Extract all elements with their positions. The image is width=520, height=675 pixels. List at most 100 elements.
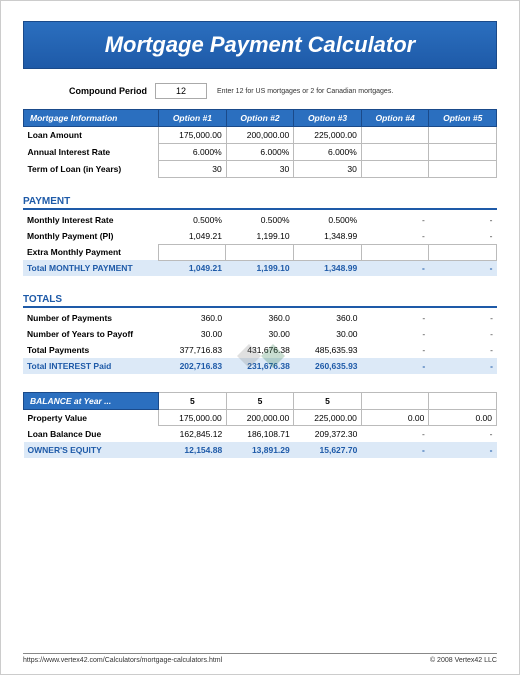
col-header: Option #2 — [226, 110, 294, 127]
loan-amount-input[interactable]: 200,000.00 — [226, 127, 294, 144]
payment-section-header: PAYMENT — [23, 196, 497, 210]
col-header: Option #4 — [361, 110, 429, 127]
col-header: Option #3 — [294, 110, 362, 127]
table-row: Property Value 175,000.00 200,000.00 225… — [24, 410, 497, 426]
row-label: Number of Years to Payoff — [23, 326, 158, 342]
cell-value: 231,676.38 — [226, 358, 294, 374]
total-row: OWNER'S EQUITY 12,154.88 13,891.29 15,62… — [24, 442, 497, 458]
cell-value: 202,716.83 — [158, 358, 226, 374]
property-value-input[interactable]: 200,000.00 — [226, 410, 294, 426]
row-label: Total Payments — [23, 342, 158, 358]
cell-value: 260,635.93 — [294, 358, 362, 374]
table-row: Term of Loan (in Years) 30 30 30 — [24, 161, 497, 178]
cell-value: - — [429, 212, 497, 228]
row-label: Loan Balance Due — [24, 426, 159, 442]
cell-value: - — [429, 228, 497, 244]
mortgage-info-table: Mortgage Information Option #1 Option #2… — [23, 109, 497, 178]
extra-payment-input[interactable] — [158, 244, 226, 260]
cell-value: 360.0 — [294, 310, 362, 326]
extra-payment-input[interactable] — [429, 244, 497, 260]
row-label: Annual Interest Rate — [24, 144, 159, 161]
loan-amount-input[interactable]: 225,000.00 — [294, 127, 362, 144]
loan-amount-input[interactable]: 175,000.00 — [159, 127, 227, 144]
term-input[interactable] — [361, 161, 429, 178]
property-value-input[interactable]: 225,000.00 — [294, 410, 362, 426]
compound-period-row: Compound Period 12 Enter 12 for US mortg… — [23, 83, 497, 99]
cell-value: - — [429, 358, 497, 374]
extra-payment-input[interactable] — [226, 244, 294, 260]
row-label: Total INTEREST Paid — [23, 358, 158, 374]
term-input[interactable]: 30 — [226, 161, 294, 178]
cell-value: - — [429, 426, 497, 442]
cell-value: - — [429, 442, 497, 458]
cell-value: - — [362, 326, 430, 342]
cell-value: 162,845.12 — [159, 426, 227, 442]
footer-url: https://www.vertex42.com/Calculators/mor… — [23, 657, 222, 664]
payment-table: Monthly Interest Rate 0.500% 0.500% 0.50… — [23, 212, 497, 276]
cell-value: 13,891.29 — [226, 442, 294, 458]
cell-value: 30.00 — [226, 326, 294, 342]
cell-value: - — [362, 358, 430, 374]
row-label: Term of Loan (in Years) — [24, 161, 159, 178]
cell-value: 30.00 — [158, 326, 226, 342]
cell-value: 1,199.10 — [226, 260, 294, 276]
row-label: OWNER'S EQUITY — [24, 442, 159, 458]
rate-input[interactable] — [361, 144, 429, 161]
balance-section-header: BALANCE at Year ... — [24, 393, 159, 410]
term-input[interactable]: 30 — [294, 161, 362, 178]
row-label: Monthly Payment (PI) — [23, 228, 158, 244]
cell-value: 0.500% — [158, 212, 226, 228]
table-row: Extra Monthly Payment — [23, 244, 497, 260]
cell-value: 431,676.38 — [226, 342, 294, 358]
cell-value: 1,199.10 — [226, 228, 294, 244]
cell-value: - — [429, 326, 497, 342]
total-row: Total MONTHLY PAYMENT 1,049.21 1,199.10 … — [23, 260, 497, 276]
table-row: Number of Years to Payoff 30.00 30.00 30… — [23, 326, 497, 342]
property-value-input[interactable]: 0.00 — [429, 410, 497, 426]
property-value-input[interactable]: 175,000.00 — [159, 410, 227, 426]
row-label: Number of Payments — [23, 310, 158, 326]
col-header: Option #5 — [429, 110, 497, 127]
totals-table: Number of Payments 360.0 360.0 360.0 - -… — [23, 310, 497, 374]
cell-value: - — [361, 228, 429, 244]
year-input[interactable] — [361, 393, 429, 410]
cell-value: 1,049.21 — [158, 260, 226, 276]
term-input[interactable] — [429, 161, 497, 178]
cell-value: - — [362, 342, 430, 358]
rate-input[interactable]: 6.000% — [159, 144, 227, 161]
row-label: Extra Monthly Payment — [23, 244, 158, 260]
cell-value: 1,049.21 — [158, 228, 226, 244]
rate-input[interactable]: 6.000% — [294, 144, 362, 161]
property-value-input[interactable]: 0.00 — [361, 410, 429, 426]
compound-period-label: Compound Period — [23, 86, 155, 96]
year-input[interactable]: 5 — [226, 393, 294, 410]
cell-value: 360.0 — [158, 310, 226, 326]
mortgage-info-header: Mortgage Information — [24, 110, 159, 127]
table-row: Total Payments 377,716.83 431,676.38 485… — [23, 342, 497, 358]
table-row: Monthly Interest Rate 0.500% 0.500% 0.50… — [23, 212, 497, 228]
footer-copyright: © 2008 Vertex42 LLC — [430, 657, 497, 664]
row-label: Monthly Interest Rate — [23, 212, 158, 228]
table-row: Monthly Payment (PI) 1,049.21 1,199.10 1… — [23, 228, 497, 244]
row-label: Loan Amount — [24, 127, 159, 144]
compound-period-input[interactable]: 12 — [155, 83, 207, 99]
year-input[interactable]: 5 — [294, 393, 362, 410]
cell-value: 1,348.99 — [294, 260, 362, 276]
loan-amount-input[interactable] — [361, 127, 429, 144]
cell-value: 12,154.88 — [159, 442, 227, 458]
year-input[interactable] — [429, 393, 497, 410]
cell-value: 485,635.93 — [294, 342, 362, 358]
cell-value: - — [429, 342, 497, 358]
rate-input[interactable]: 6.000% — [226, 144, 294, 161]
cell-value: 360.0 — [226, 310, 294, 326]
rate-input[interactable] — [429, 144, 497, 161]
extra-payment-input[interactable] — [294, 244, 362, 260]
extra-payment-input[interactable] — [361, 244, 429, 260]
cell-value: - — [429, 310, 497, 326]
loan-amount-input[interactable] — [429, 127, 497, 144]
year-input[interactable]: 5 — [159, 393, 227, 410]
cell-value: 0.500% — [294, 212, 362, 228]
cell-value: 0.500% — [226, 212, 294, 228]
cell-value: 1,348.99 — [294, 228, 362, 244]
term-input[interactable]: 30 — [159, 161, 227, 178]
